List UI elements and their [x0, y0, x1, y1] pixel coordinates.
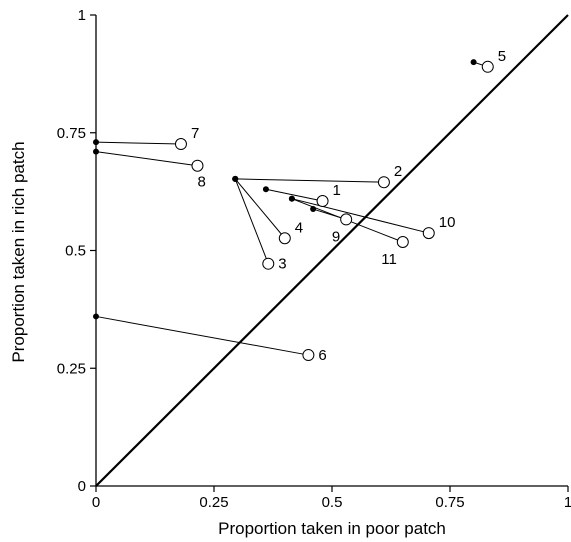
- pair-6-start-point: [93, 313, 99, 320]
- y-tick-label: 0.5: [65, 243, 86, 260]
- pair-7-connector: [95, 141, 181, 145]
- pair-2-label: 2: [394, 163, 402, 180]
- pair-4-end-point: [278, 232, 291, 245]
- y-tick-label: 0.25: [57, 360, 86, 377]
- pair-5-start-point: [470, 59, 477, 66]
- pair-3-end-point: [262, 257, 275, 270]
- y-tick-label: 0.75: [57, 125, 86, 142]
- pair-6-connector: [95, 315, 309, 356]
- pair-9-start-point: [310, 206, 317, 213]
- x-tick-label: 0.5: [322, 494, 343, 511]
- pair-8-start-point: [93, 148, 99, 155]
- pair-9-end-point: [340, 213, 353, 226]
- pair-1-end-point: [316, 195, 329, 208]
- pair-7-label: 7: [191, 125, 199, 142]
- pair-5-end-point: [481, 60, 494, 73]
- pair-7-start-point: [93, 139, 99, 146]
- pair-1-label: 1: [333, 182, 341, 199]
- pair-5-label: 5: [498, 48, 506, 65]
- pair-11-end-point: [396, 236, 409, 249]
- x-axis-label: Proportion taken in poor patch: [218, 519, 446, 538]
- x-tick-label: 0.25: [199, 494, 228, 511]
- pair-4-label: 4: [295, 219, 303, 236]
- pair-1-connector: [265, 188, 323, 202]
- y-axis-label: Proportion taken in rich patch: [9, 141, 28, 362]
- identity-line: [95, 14, 569, 487]
- pair-8-end-point: [191, 159, 204, 172]
- pair-8-label: 8: [197, 174, 205, 191]
- y-tick-label: 1: [78, 7, 86, 24]
- pair-10-label: 10: [439, 214, 456, 231]
- pair-6-end-point: [302, 349, 315, 362]
- pair-9-label: 9: [332, 228, 340, 245]
- pair-11-label: 11: [381, 251, 397, 268]
- pair-8-connector: [95, 151, 198, 167]
- pair-6-label: 6: [318, 347, 326, 364]
- pair-4-start-point: [232, 175, 239, 182]
- pair-2-end-point: [377, 176, 390, 189]
- pair-11-start-point: [288, 195, 295, 202]
- pair-7-end-point: [174, 138, 187, 151]
- x-tick-label: 0: [92, 494, 100, 511]
- pair-2-connector: [235, 178, 384, 183]
- x-tick-label: 1: [564, 494, 571, 511]
- pair-4-connector: [234, 178, 286, 239]
- pair-10-connector: [291, 198, 429, 234]
- pair-10-end-point: [422, 227, 435, 240]
- y-tick-label: 0: [78, 478, 86, 495]
- pair-1-start-point: [262, 186, 269, 193]
- pair-3-connector: [234, 178, 269, 264]
- x-tick-label: 0.75: [435, 494, 464, 511]
- pair-3-label: 3: [278, 256, 286, 273]
